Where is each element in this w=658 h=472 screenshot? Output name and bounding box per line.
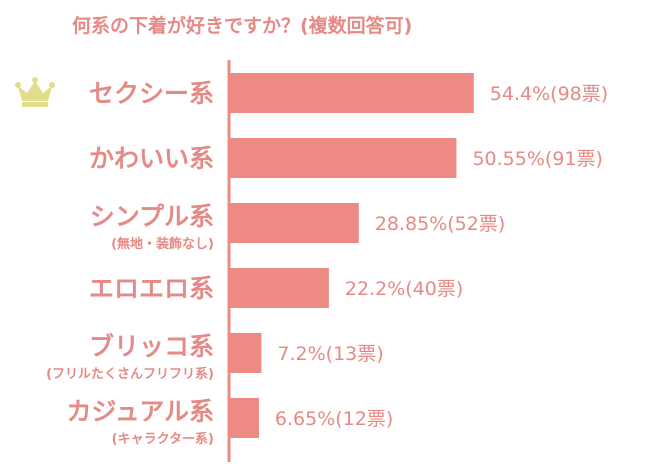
- category-sublabel-4: (フリルたくさんフリフリ系): [46, 366, 214, 382]
- crown-icon: [15, 77, 55, 107]
- bar-1: [229, 138, 457, 178]
- bar-4: [229, 333, 262, 373]
- category-label-0: セクシー系: [89, 79, 214, 108]
- category-label-3: エロエロ系: [89, 274, 214, 303]
- value-label-0: 54.4%(98票): [490, 83, 608, 105]
- bar-2: [229, 203, 359, 243]
- value-label-2: 28.85%(52票): [375, 213, 505, 235]
- bar-3: [229, 268, 329, 308]
- bar-0: [229, 73, 474, 113]
- category-sublabel-5: (キャラクター系): [112, 431, 214, 447]
- bars-group: [229, 73, 474, 438]
- value-label-5: 6.65%(12票): [275, 408, 393, 430]
- category-label-1: かわいい系: [89, 144, 214, 173]
- value-label-4: 7.2%(13票): [277, 343, 383, 365]
- category-label-4: ブリッコ系: [89, 332, 214, 361]
- value-labels-group: 54.4%(98票) 50.55%(91票) 28.85%(52票) 22.2%(40…: [275, 83, 608, 430]
- category-label-2: シンプル系: [90, 202, 214, 231]
- value-label-3: 22.2%(40票): [345, 278, 463, 300]
- category-sublabel-2: (無地・装飾なし): [111, 236, 214, 252]
- category-label-5: カジュアル系: [66, 397, 214, 426]
- chart-title: 何系の下着が好きですか？(複数回答可): [72, 14, 412, 37]
- value-label-1: 50.55%(91票): [472, 148, 602, 170]
- bar-5: [229, 398, 259, 438]
